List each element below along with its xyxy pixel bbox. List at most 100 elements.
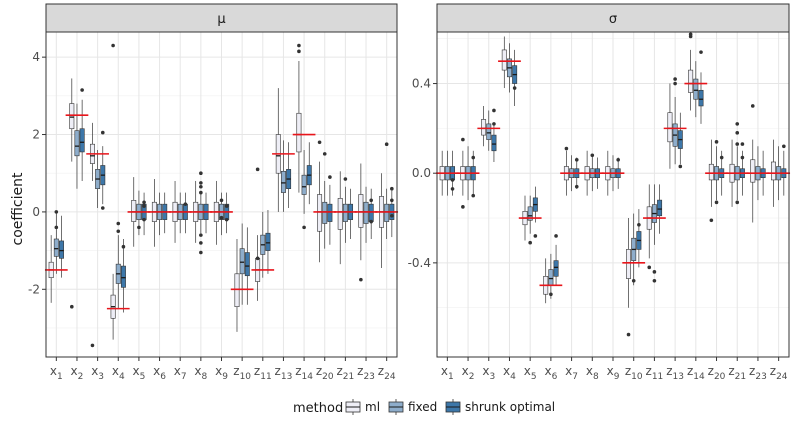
outlier-point xyxy=(224,204,229,208)
x-tick-label: x7 xyxy=(174,364,187,382)
outlier-point xyxy=(142,204,146,208)
box-body xyxy=(384,203,390,222)
outlier-point xyxy=(450,178,455,182)
box-body xyxy=(322,201,328,224)
box-body xyxy=(548,269,554,286)
box-body xyxy=(244,252,250,277)
outlier-point xyxy=(369,219,373,224)
y-tick-label: -2 xyxy=(28,282,40,296)
x-tick-label: z11 xyxy=(646,364,664,382)
outlier-point xyxy=(322,152,327,156)
box-ml-x4 xyxy=(110,273,116,340)
y-tick-label: -0.4 xyxy=(408,256,431,270)
box-fixed-z14 xyxy=(693,61,699,118)
box-body xyxy=(327,203,333,222)
outlier-point xyxy=(533,234,538,238)
outlier-point xyxy=(714,140,719,144)
box-body xyxy=(337,198,343,230)
outlier-point xyxy=(116,229,121,234)
box-body xyxy=(53,238,59,257)
outlier-point xyxy=(673,81,677,86)
box-body xyxy=(296,112,302,153)
x-tick-label: z21 xyxy=(336,364,354,382)
x-tick-label: x6 xyxy=(153,364,166,382)
outlier-point xyxy=(317,140,322,145)
y-tick-label: 0 xyxy=(32,205,40,219)
outlier-point xyxy=(219,198,224,203)
panel-sigma: σ -0.4 0.0 0.4 x1 x2 x3 x4 x5 x6 x7 x8 x9 z10 z11 z13 z1… xyxy=(408,3,791,382)
x-tick-label: x4 xyxy=(112,364,125,382)
outlier-point xyxy=(390,213,394,218)
box-fixed-x3 xyxy=(486,110,492,151)
x-tick-label: z10 xyxy=(233,364,251,382)
outlier-point xyxy=(199,190,203,195)
box-fixed-z23 xyxy=(363,186,369,243)
box-shrunk-optimal-x1 xyxy=(59,215,64,278)
outlier-point xyxy=(512,86,517,90)
x-tick-label: x7 xyxy=(565,364,578,382)
box-fixed-z11 xyxy=(260,211,266,278)
outlier-point xyxy=(100,206,105,210)
box-shrunk-optimal-z13 xyxy=(286,142,292,209)
outlier-point xyxy=(224,217,229,222)
outlier-point xyxy=(369,198,373,203)
box-body xyxy=(317,194,323,232)
box-ml-z14 xyxy=(296,61,302,193)
y-tick-label: 2 xyxy=(32,128,40,142)
x-tick-label: z13 xyxy=(275,364,293,382)
x-tick-label: z20 xyxy=(316,364,334,382)
outlier-point xyxy=(54,225,59,230)
box-shrunk-optimal-z13 xyxy=(677,112,683,165)
box-body xyxy=(708,163,714,181)
box-shrunk-optimal-x3 xyxy=(100,146,106,205)
legend-label: shrunk optimal xyxy=(465,400,555,414)
box-body xyxy=(501,49,507,71)
outlier-point xyxy=(590,153,595,158)
outlier-point xyxy=(70,304,74,309)
box-body xyxy=(358,194,364,228)
box-shrunk-optimal-z10 xyxy=(636,209,642,268)
outlier-point xyxy=(678,164,683,169)
legend-item-shrunk-optimal[interactable]: shrunk optimal xyxy=(445,399,555,415)
outlier-point xyxy=(137,225,141,230)
box-body xyxy=(239,248,245,275)
outlier-point xyxy=(735,131,740,135)
box-body xyxy=(750,159,756,183)
x-tick-label: x3 xyxy=(91,364,104,382)
legend-item-fixed[interactable]: fixed xyxy=(388,399,437,415)
outlier-point xyxy=(116,221,121,226)
box-ml-z14 xyxy=(688,49,694,111)
box-body xyxy=(770,161,776,181)
outlier-point xyxy=(302,225,306,230)
outlier-point xyxy=(740,155,745,160)
x-tick-label: z10 xyxy=(625,364,643,382)
y-axis-label: coefficient xyxy=(10,172,26,245)
outlier-point xyxy=(564,146,569,151)
outlier-point xyxy=(714,200,719,205)
outlier-point xyxy=(199,184,203,189)
box-body xyxy=(74,130,80,157)
box-fixed-x4 xyxy=(506,43,512,93)
box-shrunk-optimal-z14 xyxy=(698,72,704,124)
legend-item-ml[interactable]: ml xyxy=(345,399,380,415)
box-ml-x2 xyxy=(69,78,75,162)
legend-label: ml xyxy=(365,400,380,414)
legend-label: fixed xyxy=(408,400,437,414)
outlier-point xyxy=(199,241,203,245)
box-body xyxy=(342,203,348,222)
outlier-point xyxy=(652,270,657,274)
box-body xyxy=(301,174,307,195)
box-body xyxy=(491,134,497,152)
x-tick-label: x2 xyxy=(71,364,84,382)
box-fixed-x6 xyxy=(548,253,554,299)
x-tick-label: z23 xyxy=(357,364,375,382)
box-body xyxy=(688,69,694,93)
outlier-point xyxy=(735,142,740,146)
outlier-point xyxy=(719,155,724,160)
outlier-point xyxy=(750,104,755,108)
box-fixed-x5 xyxy=(527,195,533,234)
x-tick-label: z14 xyxy=(295,364,313,382)
outlier-point xyxy=(343,177,348,181)
